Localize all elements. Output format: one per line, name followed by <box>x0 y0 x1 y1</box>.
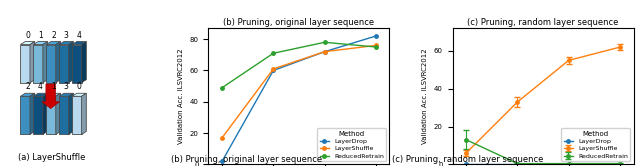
Polygon shape <box>81 42 86 83</box>
Y-axis label: Validation Acc. ILSVRC2012: Validation Acc. ILSVRC2012 <box>422 48 428 144</box>
Polygon shape <box>43 42 47 83</box>
ReducedRetrain <box>269 52 277 54</box>
Legend: LayerDrop, LayerShuffle, ReducedRetrain: LayerDrop, LayerShuffle, ReducedRetrain <box>317 128 387 161</box>
LayerDrop <box>616 163 624 165</box>
Polygon shape <box>81 93 86 134</box>
LayerDrop <box>462 163 470 165</box>
ReducedRetrain <box>321 41 328 43</box>
Text: 3: 3 <box>64 82 68 91</box>
Polygon shape <box>72 42 86 44</box>
Polygon shape <box>59 96 68 134</box>
Polygon shape <box>30 93 35 134</box>
Line: LayerDrop: LayerDrop <box>220 34 378 163</box>
LayerShuffle <box>218 137 226 139</box>
Title: (b) Pruning, original layer sequence: (b) Pruning, original layer sequence <box>223 18 374 27</box>
ReducedRetrain <box>372 46 380 48</box>
LayerShuffle <box>372 44 380 46</box>
Polygon shape <box>46 42 61 44</box>
Polygon shape <box>20 93 35 96</box>
Polygon shape <box>72 44 81 83</box>
Text: 2: 2 <box>51 31 56 40</box>
Polygon shape <box>20 44 30 83</box>
Title: (c) Pruning, random layer sequence: (c) Pruning, random layer sequence <box>467 18 619 27</box>
Text: 2: 2 <box>25 82 30 91</box>
ReducedRetrain <box>218 87 226 89</box>
LayerDrop <box>218 160 226 162</box>
Polygon shape <box>59 44 68 83</box>
Polygon shape <box>33 44 43 83</box>
Polygon shape <box>59 93 74 96</box>
Text: 1: 1 <box>51 82 56 91</box>
Polygon shape <box>46 93 61 96</box>
Text: 4: 4 <box>38 82 43 91</box>
Line: ReducedRetrain: ReducedRetrain <box>220 41 378 89</box>
LayerShuffle <box>269 68 277 70</box>
Polygon shape <box>20 96 30 134</box>
Polygon shape <box>33 42 47 44</box>
Text: 1: 1 <box>38 31 43 40</box>
LayerDrop <box>321 51 328 53</box>
FancyArrow shape <box>42 84 60 109</box>
Polygon shape <box>68 93 74 134</box>
Polygon shape <box>59 42 74 44</box>
Text: 3: 3 <box>64 31 68 40</box>
LayerDrop <box>269 69 277 71</box>
Legend: LayerDrop, LayerShuffle, ReducedRetrain: LayerDrop, LayerShuffle, ReducedRetrain <box>561 128 630 161</box>
Polygon shape <box>56 93 61 134</box>
Polygon shape <box>43 93 47 134</box>
Polygon shape <box>33 93 47 96</box>
Text: (c) Pruning, random layer sequence: (c) Pruning, random layer sequence <box>392 155 543 164</box>
LayerShuffle <box>321 51 328 53</box>
Line: LayerShuffle: LayerShuffle <box>220 44 378 139</box>
Polygon shape <box>56 42 61 83</box>
Polygon shape <box>68 42 74 83</box>
Text: (b) Pruning, original layer sequence: (b) Pruning, original layer sequence <box>171 155 322 164</box>
Polygon shape <box>46 44 56 83</box>
Text: (a) LayerShuffle: (a) LayerShuffle <box>19 153 86 162</box>
Polygon shape <box>20 42 35 44</box>
Polygon shape <box>30 42 35 83</box>
Text: 0: 0 <box>77 82 82 91</box>
LayerDrop <box>372 35 380 37</box>
Y-axis label: Validation Acc. ILSVRC2012: Validation Acc. ILSVRC2012 <box>178 48 184 144</box>
Line: LayerDrop: LayerDrop <box>465 162 621 165</box>
Polygon shape <box>72 93 86 96</box>
Polygon shape <box>72 96 81 134</box>
LayerDrop <box>565 163 573 165</box>
Text: 4: 4 <box>77 31 82 40</box>
Polygon shape <box>46 96 56 134</box>
Text: 0: 0 <box>25 31 30 40</box>
Polygon shape <box>33 96 43 134</box>
LayerDrop <box>514 163 522 165</box>
